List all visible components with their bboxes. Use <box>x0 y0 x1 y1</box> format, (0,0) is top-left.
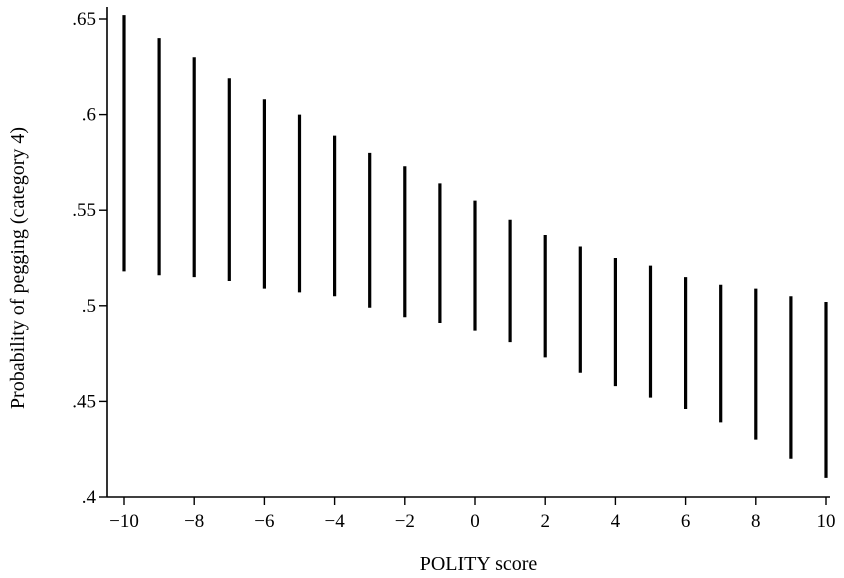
x-tick-label: 4 <box>611 511 621 532</box>
y-axis-title: Probability of pegging (category 4) <box>7 127 29 409</box>
x-tick-label: −4 <box>324 511 345 532</box>
y-tick-label: .4 <box>82 487 97 508</box>
y-tick-label: .45 <box>72 391 96 412</box>
x-tick-label: 6 <box>681 511 691 532</box>
x-tick-label: −6 <box>254 511 274 532</box>
y-tick-label: .55 <box>72 200 96 221</box>
x-axis-title: POLITY score <box>420 553 538 575</box>
x-tick-label: 10 <box>817 511 836 532</box>
x-tick-label: 8 <box>751 511 761 532</box>
y-tick-label: .6 <box>82 105 96 126</box>
x-tick-label: −10 <box>109 511 139 532</box>
x-tick-label: −8 <box>184 511 204 532</box>
x-tick-label: 2 <box>540 511 550 532</box>
y-tick-label: .65 <box>72 9 96 30</box>
x-ticks: −10 −8 −6 −4 −2 0 2 4 6 8 10 <box>109 497 836 532</box>
x-tick-label: 0 <box>470 511 480 532</box>
y-tick-label: .5 <box>82 296 96 317</box>
y-ticks: .4 .45 .5 .55 .6 .65 <box>72 9 107 508</box>
x-tick-label: −2 <box>395 511 415 532</box>
confidence-intervals <box>122 15 828 478</box>
plot-area: .4 .45 .5 .55 .6 .65 −10 −8 −6 −4 −2 0 2 4 6 8 10 <box>72 7 836 532</box>
